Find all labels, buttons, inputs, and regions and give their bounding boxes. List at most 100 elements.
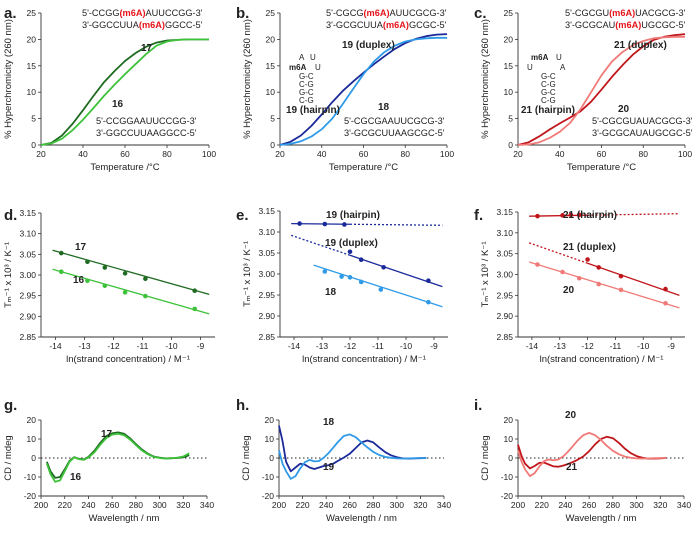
c-loop-u1: U <box>556 53 562 62</box>
c-y-tick-label: 0 <box>508 140 513 150</box>
a-series-16-line <box>40 38 209 146</box>
e-x-tick-label: -14 <box>288 341 301 351</box>
b-stem-4: C-G <box>299 96 314 105</box>
d-series-16-point <box>59 269 64 274</box>
a-seq-top: 5'-CCGG(m6A)AUUCCGG-3' <box>82 8 203 18</box>
f-y-tick-label: 3.00 <box>496 270 513 280</box>
panel-label-e: e. <box>236 207 249 224</box>
panel-label-i: i. <box>474 397 482 414</box>
d-series-16-point <box>102 283 108 289</box>
g-series-16-line <box>46 432 190 483</box>
b-x-tick-label: 40 <box>317 149 327 159</box>
c-label-duplex: 21 (duplex) <box>614 40 667 51</box>
e-series-19-hairpin-point <box>342 222 347 227</box>
f-y-tick-label: 2.90 <box>496 311 513 321</box>
e-series-19-duplex-point <box>347 249 353 255</box>
d-x-tick-label: -11 <box>137 341 149 351</box>
e-series-19-hairpin-point <box>322 221 328 227</box>
b-loop-u2: U <box>315 63 321 72</box>
f-x-tick-label: -10 <box>637 341 650 351</box>
a-x-tick-label: 60 <box>120 149 130 159</box>
g-x-axis-label: Wavelength / nm <box>89 513 160 524</box>
e-y-tick-label: 3.05 <box>258 248 275 258</box>
g-y-tick-label: 20 <box>27 415 37 425</box>
f-x-tick-label: -9 <box>667 341 675 351</box>
i-y-tick-label: 20 <box>504 415 514 425</box>
h-y-axis-label: CD / mdeg <box>241 435 252 480</box>
a-y-tick-label: 5 <box>31 114 36 124</box>
f-series-21-hairpin-point <box>535 213 540 219</box>
d-x-tick-label: -14 <box>49 341 62 351</box>
f-series-20-fit <box>528 261 680 309</box>
b-stem-3: G-C <box>299 88 314 97</box>
f-label-20: 20 <box>563 285 575 296</box>
c-seq2-bottom: 3'-GCGCAUAUGCGC-5' <box>592 128 693 138</box>
d-y-tick-label: 3.00 <box>19 270 36 280</box>
c-label-hairpin: 21 (hairpin) <box>521 105 575 116</box>
d-label-16: 16 <box>73 275 85 286</box>
panel-label-a: a. <box>4 5 17 22</box>
f-y-tick-label: 3.15 <box>496 207 513 217</box>
h-x-axis-label: Wavelength / nm <box>326 513 397 524</box>
d-x-tick-label: -10 <box>165 341 178 351</box>
chart-e: -14 -13 -12 -11 -10 -9 2.85 2.90 2.95 3.00 3.05 3.1… <box>242 206 448 365</box>
i-label-21: 21 <box>566 462 578 473</box>
b-x-tick-label: 60 <box>359 149 369 159</box>
i-label-20: 20 <box>565 410 577 421</box>
e-series-18-point <box>322 269 328 274</box>
i-x-tick-label: 320 <box>653 500 667 510</box>
a-x-tick-label: 100 <box>202 149 216 159</box>
d-y-tick-label: 2.90 <box>19 311 36 321</box>
g-x-tick-label: 260 <box>105 500 119 510</box>
b-x-tick-label: 80 <box>401 149 411 159</box>
c-stem-4: C-G <box>541 96 556 105</box>
a-y-tick-label: 15 <box>27 61 37 71</box>
i-x-tick-label: 200 <box>511 500 525 510</box>
a-seq2-bottom: 3'-GGCCUUAAGGCC-5' <box>96 128 197 138</box>
c-stem-2: C-G <box>541 80 556 89</box>
g-y-tick-label: -10 <box>24 472 37 482</box>
d-x-tick-label: -12 <box>107 341 120 351</box>
e-y-tick-label: 2.85 <box>258 332 275 342</box>
b-seq2-top: 5'-CGCGAAUUCGCG-3' <box>344 116 445 126</box>
h-y-tick-label: 20 <box>265 415 275 425</box>
c-series-20-line <box>517 35 685 146</box>
i-x-tick-label: 240 <box>558 500 572 510</box>
g-label-16: 16 <box>70 472 82 483</box>
c-seq-bottom: 3'-GCGCAU(m6A)UGCGC-5' <box>565 20 686 30</box>
i-y-tick-label: 10 <box>504 434 514 444</box>
g-y-tick-label: 0 <box>31 453 36 463</box>
c-y-tick-label: 5 <box>508 114 513 124</box>
f-series-21-hairpin-point <box>576 212 582 218</box>
panel-label-f: f. <box>474 207 483 224</box>
chart-g: 200 220 240 260 280 300 320 340 -20 -10 0 10 20 Wavel… <box>3 415 214 524</box>
c-x-tick-label: 40 <box>555 149 565 159</box>
b-seq-top: 5'-CGCG(m6A)AUUCGCG-3' <box>326 8 447 18</box>
c-y-tick-label: 15 <box>504 61 514 71</box>
d-y-tick-label: 2.85 <box>19 332 36 342</box>
c-seq2-top: 5'-CGCGUAUACGCG-3' <box>592 116 693 126</box>
d-series-17-point <box>102 265 108 270</box>
d-series-16-point <box>122 290 128 295</box>
f-y-tick-label: 3.05 <box>496 249 513 259</box>
e-y-tick-label: 2.90 <box>258 311 275 321</box>
a-y-tick-label: 25 <box>27 8 37 18</box>
panel-label-g: g. <box>4 397 17 414</box>
chart-h: 200 220 240 260 280 300 320 340 -20 -10 0 10 20 Wavel… <box>241 415 451 524</box>
c-loop-m6a: m6A <box>531 53 549 62</box>
f-x-tick-label: -13 <box>554 341 567 351</box>
d-x-tick-label: -13 <box>78 341 91 351</box>
h-series-18-line <box>278 433 427 480</box>
f-series-20-point <box>535 262 540 267</box>
e-y-axis-label: Tₘ⁻¹ x 10³ / K⁻¹ <box>242 241 253 307</box>
i-x-tick-label: 340 <box>677 500 691 510</box>
d-series-17-point <box>192 288 197 294</box>
h-x-tick-label: 260 <box>343 500 357 510</box>
d-y-tick-label: 3.10 <box>19 229 36 239</box>
a-x-axis-label: Temperature /°C <box>90 162 159 173</box>
f-y-tick-label: 2.95 <box>496 290 513 300</box>
b-y-tick-label: 20 <box>266 34 276 44</box>
c-stem-3: G-C <box>541 88 556 97</box>
